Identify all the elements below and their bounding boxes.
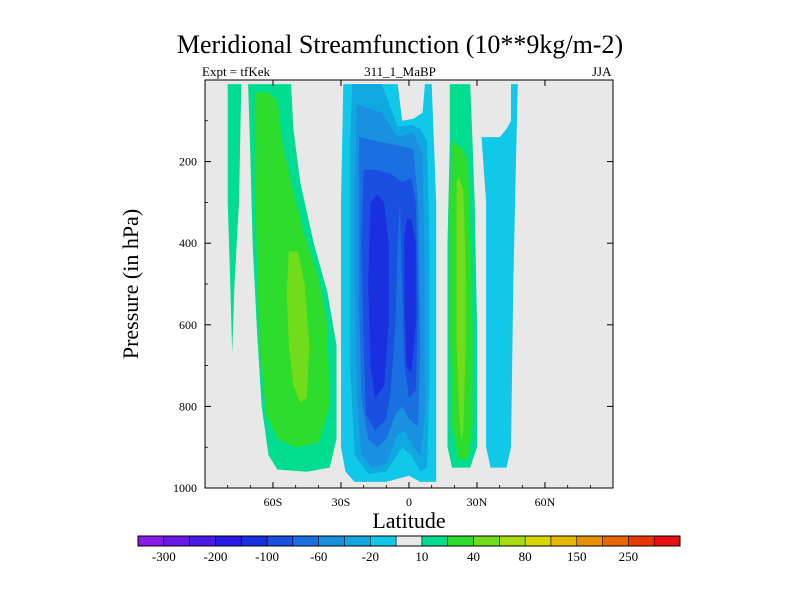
y-axis-label: Pressure (in hPa) — [118, 209, 143, 359]
colorbar-box-5 — [266, 535, 294, 547]
x-tick-label-3: 30N — [467, 495, 488, 509]
colorbar-box-8 — [344, 535, 371, 547]
contour-fills — [227, 84, 518, 482]
colorbar-frame — [137, 535, 681, 547]
y-tick-label-1: 400 — [179, 236, 197, 250]
contour-region-14 — [456, 177, 466, 439]
x-tick-label-1: 30S — [332, 495, 351, 509]
colorbar-box-17 — [576, 535, 604, 547]
chart-title: Meridional Streamfunction (10**9kg/m-2) — [176, 30, 624, 59]
colorbar-box-19 — [628, 535, 655, 547]
colorbar: -300 -200 -100 -60 -20 10 40 80 150 250 — [137, 535, 681, 564]
colorbar-box-13 — [473, 535, 500, 547]
colorbar-box-15 — [524, 535, 552, 547]
colorbar-box-9 — [369, 535, 397, 547]
colorbar-box-11 — [421, 535, 449, 547]
colorbar-box-10 — [395, 535, 423, 547]
contour-region-11 — [404, 218, 416, 374]
colorbar-box-20 — [653, 535, 681, 547]
colorbar-box-7 — [318, 535, 345, 547]
colorbar-box-18 — [602, 535, 629, 547]
colorbar-label-3: -60 — [310, 549, 327, 564]
contour-region-3 — [286, 251, 310, 403]
colorbar-label-4: -20 — [362, 549, 379, 564]
colorbar-label-1: -200 — [204, 549, 228, 564]
season-label: JJA — [592, 64, 612, 79]
colorbar-box-6 — [292, 535, 320, 547]
y-tick-label-0: 200 — [179, 155, 197, 169]
colorbar-label-6: 40 — [467, 549, 480, 564]
x-tick-label-2: 0 — [406, 495, 412, 509]
colorbar-box-16 — [550, 535, 578, 547]
colorbar-label-2: -100 — [255, 549, 279, 564]
axes: 60S 30S 0 30N 60N 200 400 600 800 1000 — [173, 80, 613, 509]
x-tick-label-4: 60N — [535, 495, 556, 509]
colorbar-box-14 — [499, 535, 526, 547]
colorbar-label-0: -300 — [152, 549, 176, 564]
colorbar-box-4 — [240, 535, 268, 547]
colorbar-label-5: 10 — [415, 549, 428, 564]
colorbar-box-2 — [189, 535, 216, 547]
experiment-label: Expt = tfKek — [202, 64, 270, 79]
x-axis-label: Latitude — [372, 508, 445, 533]
y-tick-label-3: 800 — [179, 399, 197, 413]
y-tick-label-4: 1000 — [173, 481, 197, 495]
colorbar-box-0 — [137, 535, 165, 547]
contour-region-0 — [227, 84, 242, 354]
x-tick-label-0: 60S — [264, 495, 283, 509]
y-tick-label-2: 600 — [179, 318, 197, 332]
colorbar-label-9: 250 — [619, 549, 639, 564]
colorbar-label-8: 150 — [567, 549, 587, 564]
run-label: 311_1_MaBP — [364, 64, 436, 79]
colorbar-label-7: 80 — [519, 549, 532, 564]
colorbar-box-1 — [163, 535, 191, 547]
colorbar-box-12 — [447, 535, 475, 547]
contour-region-10 — [368, 194, 389, 399]
contour-region-5 — [481, 84, 518, 468]
colorbar-box-3 — [215, 535, 242, 547]
